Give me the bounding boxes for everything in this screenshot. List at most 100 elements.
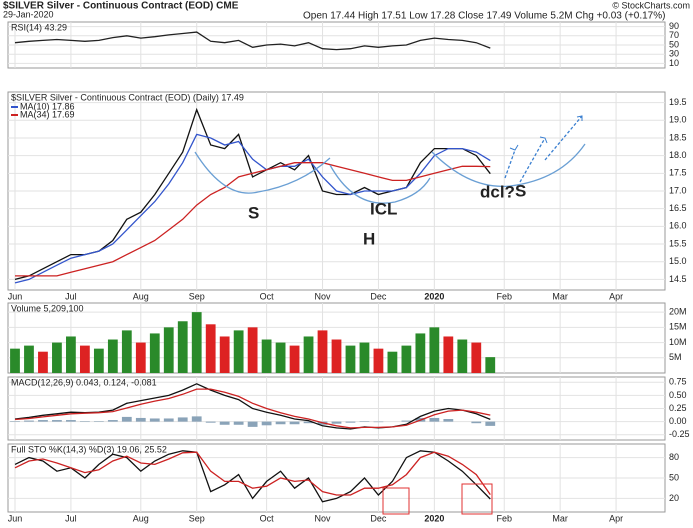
y-tick-label: 0.25	[669, 403, 687, 413]
y-tick-label: 20	[669, 493, 679, 503]
bar	[10, 421, 20, 422]
y-tick-label: 70	[669, 30, 679, 40]
bar	[289, 345, 300, 373]
bar	[79, 421, 90, 422]
bar	[303, 336, 314, 373]
x-tick-label: Nov	[315, 513, 332, 523]
x-tick-label: Feb	[496, 513, 512, 523]
x-tick-label: Dec	[370, 513, 387, 523]
bar	[66, 336, 76, 373]
bar	[345, 345, 356, 373]
legend-entry: MA(34) 17.69	[20, 109, 75, 119]
y-tick-label: 80	[669, 452, 679, 462]
bar	[191, 416, 202, 422]
bar	[107, 420, 118, 422]
bar	[52, 420, 62, 422]
bar	[38, 351, 48, 373]
y-tick-label: 17.5	[669, 168, 687, 178]
bar	[303, 421, 314, 424]
bar	[52, 342, 62, 373]
x-tick-label: Mar	[552, 513, 568, 523]
x-tick-label: Apr	[609, 291, 623, 301]
bar	[359, 421, 370, 422]
drawn-annotations	[194, 115, 586, 515]
series-line	[14, 451, 491, 496]
y-tick-label: 10M	[669, 337, 687, 347]
y-tick-label: 30	[669, 49, 679, 59]
bar	[387, 351, 398, 373]
bar	[247, 327, 258, 373]
y-tick-label: -0.25	[669, 429, 690, 439]
quote: Open 17.44 High 17.51 Low 17.28 Close 17…	[303, 11, 665, 22]
credit: © StockCharts.com	[612, 0, 690, 10]
x-tick-label: Aug	[133, 513, 149, 523]
x-tick-label: Oct	[260, 291, 275, 301]
bar	[107, 339, 118, 373]
y-tick-label: 19.5	[669, 97, 687, 107]
arc	[431, 143, 586, 188]
y-tick-label: 18.5	[669, 132, 687, 142]
x-tick-label: Sep	[189, 513, 205, 523]
bar	[331, 339, 342, 373]
x-tick-label: Jul	[65, 513, 77, 523]
bar	[177, 321, 188, 373]
highlight-box	[461, 483, 493, 515]
arc	[329, 164, 431, 204]
bar	[485, 421, 496, 426]
bar	[10, 348, 20, 373]
y-tick-label: 50	[669, 472, 679, 482]
bar	[93, 348, 104, 373]
y-tick-label: 50	[669, 39, 679, 49]
y-tick-label: 0.00	[669, 416, 687, 426]
date: 29-Jan-2020	[3, 9, 54, 19]
bar	[135, 417, 146, 422]
bar	[233, 421, 244, 425]
y-tick-label: 15.0	[669, 256, 687, 266]
bar	[163, 327, 174, 373]
y-tick-label: 19.0	[669, 115, 687, 125]
series-line	[14, 388, 491, 429]
x-tick-label: Sep	[189, 291, 205, 301]
bar	[261, 339, 272, 373]
bar	[429, 327, 440, 373]
bar	[457, 339, 468, 373]
y-tick-label: 15M	[669, 322, 687, 332]
bar	[79, 345, 90, 373]
bar	[261, 421, 272, 426]
y-tick-label: 90	[669, 21, 679, 31]
bar	[149, 418, 160, 422]
bar	[443, 419, 454, 422]
x-tick-label: Jul	[65, 291, 77, 301]
series-line	[14, 31, 491, 51]
bar	[121, 416, 132, 422]
symbol: $SILVER Silver - Continuous Contract (EO…	[3, 1, 239, 12]
bar	[38, 420, 48, 422]
bar	[289, 421, 300, 425]
bar	[191, 312, 202, 373]
bar	[401, 420, 412, 422]
bar	[24, 420, 34, 422]
series-line	[14, 133, 491, 284]
bar	[331, 421, 342, 424]
x-tick-label: Mar	[552, 291, 568, 301]
x-tick-label: Jun	[8, 513, 23, 523]
bar	[485, 357, 496, 373]
y-tick-label: 20M	[669, 307, 687, 317]
x-tick-label: 2020	[424, 291, 444, 301]
annotation: S	[248, 203, 259, 222]
bar	[345, 421, 356, 423]
x-tick-label: Feb	[496, 291, 512, 301]
annotation: H	[363, 229, 375, 248]
x-tick-label: Apr	[609, 513, 623, 523]
panel-title: MACD(12,26,9) 0.043, 0.124, -0.081	[11, 377, 157, 387]
arrow-head	[576, 115, 583, 121]
bar	[429, 417, 440, 422]
annotation: dcl?	[480, 182, 515, 201]
bar	[121, 330, 132, 373]
bar	[415, 333, 426, 373]
x-tick-label: Nov	[315, 291, 332, 301]
arc	[194, 151, 331, 194]
x-tick-label: Dec	[370, 291, 387, 301]
arrow-head	[539, 136, 548, 144]
